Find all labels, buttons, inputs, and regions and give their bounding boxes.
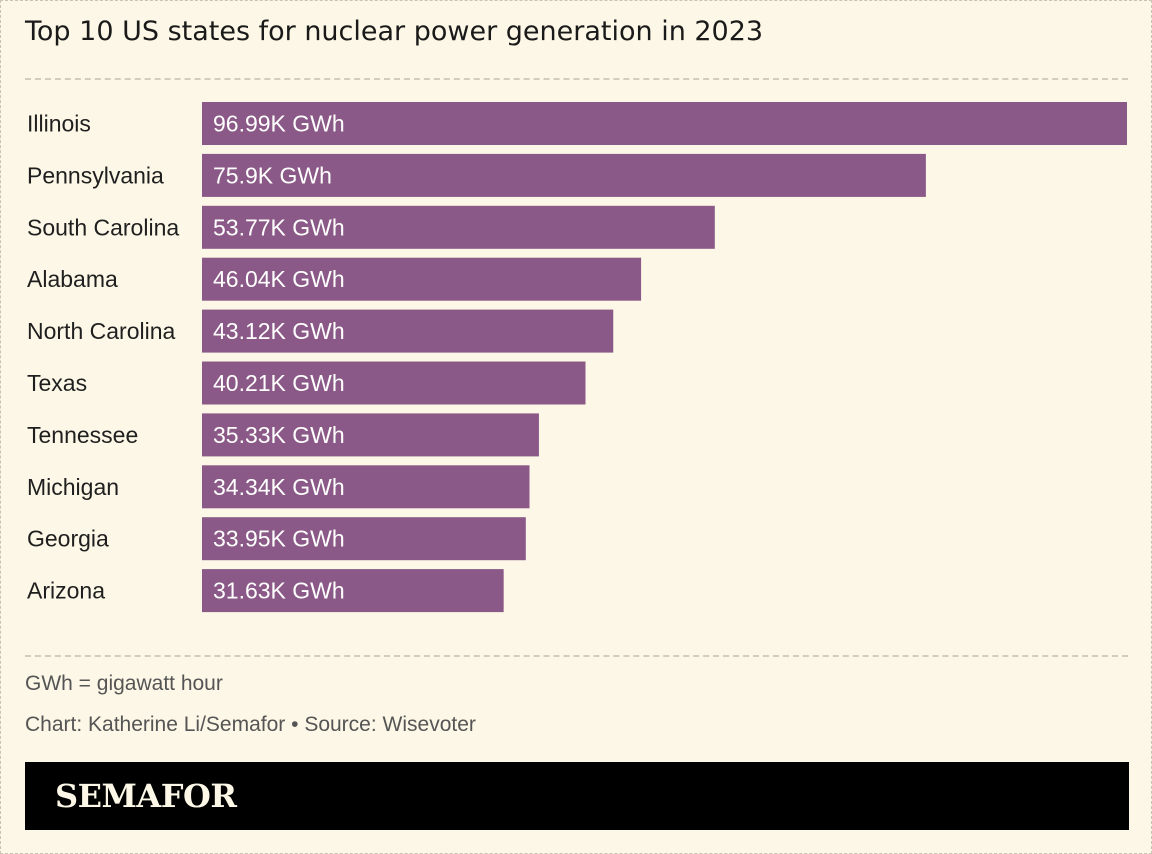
category-label: Texas <box>27 370 87 396</box>
source-credit: Chart: Katherine Li/Semafor • Source: Wi… <box>25 713 476 736</box>
category-label: Illinois <box>27 111 91 137</box>
brand-bar: SEMAFOR <box>25 762 1129 830</box>
bar <box>202 257 642 301</box>
data-label: 33.95K GWh <box>213 526 345 552</box>
category-label: Pennsylvania <box>27 162 164 188</box>
category-label: Tennessee <box>27 422 138 448</box>
data-label: 31.63K GWh <box>213 578 345 604</box>
bar <box>202 153 926 197</box>
units-note: GWh = gigawatt hour <box>25 672 223 695</box>
data-label: 75.9K GWh <box>213 162 332 188</box>
data-label: 43.12K GWh <box>213 318 345 344</box>
category-label: Alabama <box>27 266 118 292</box>
category-label: Georgia <box>27 526 109 552</box>
bar <box>202 309 614 353</box>
bar <box>202 465 530 509</box>
bar <box>202 569 504 613</box>
bar <box>202 361 586 405</box>
data-label: 46.04K GWh <box>213 266 345 292</box>
category-label: North Carolina <box>27 318 175 344</box>
data-label: 53.77K GWh <box>213 214 345 240</box>
bar <box>202 102 1127 145</box>
bottom-divider <box>25 655 1128 657</box>
chart-title: Top 10 US states for nuclear power gener… <box>25 16 764 47</box>
data-label: 96.99K GWh <box>213 111 345 137</box>
category-label: South Carolina <box>27 214 179 240</box>
data-label: 34.34K GWh <box>213 474 345 500</box>
bar <box>202 517 526 561</box>
category-label: Michigan <box>27 474 119 500</box>
semafor-logo: SEMAFOR <box>55 777 237 815</box>
data-label: 35.33K GWh <box>213 422 345 448</box>
data-label: 40.21K GWh <box>213 370 345 396</box>
bar <box>202 413 539 457</box>
bar <box>202 205 715 249</box>
category-label: Arizona <box>27 578 105 604</box>
top-divider <box>25 78 1128 80</box>
